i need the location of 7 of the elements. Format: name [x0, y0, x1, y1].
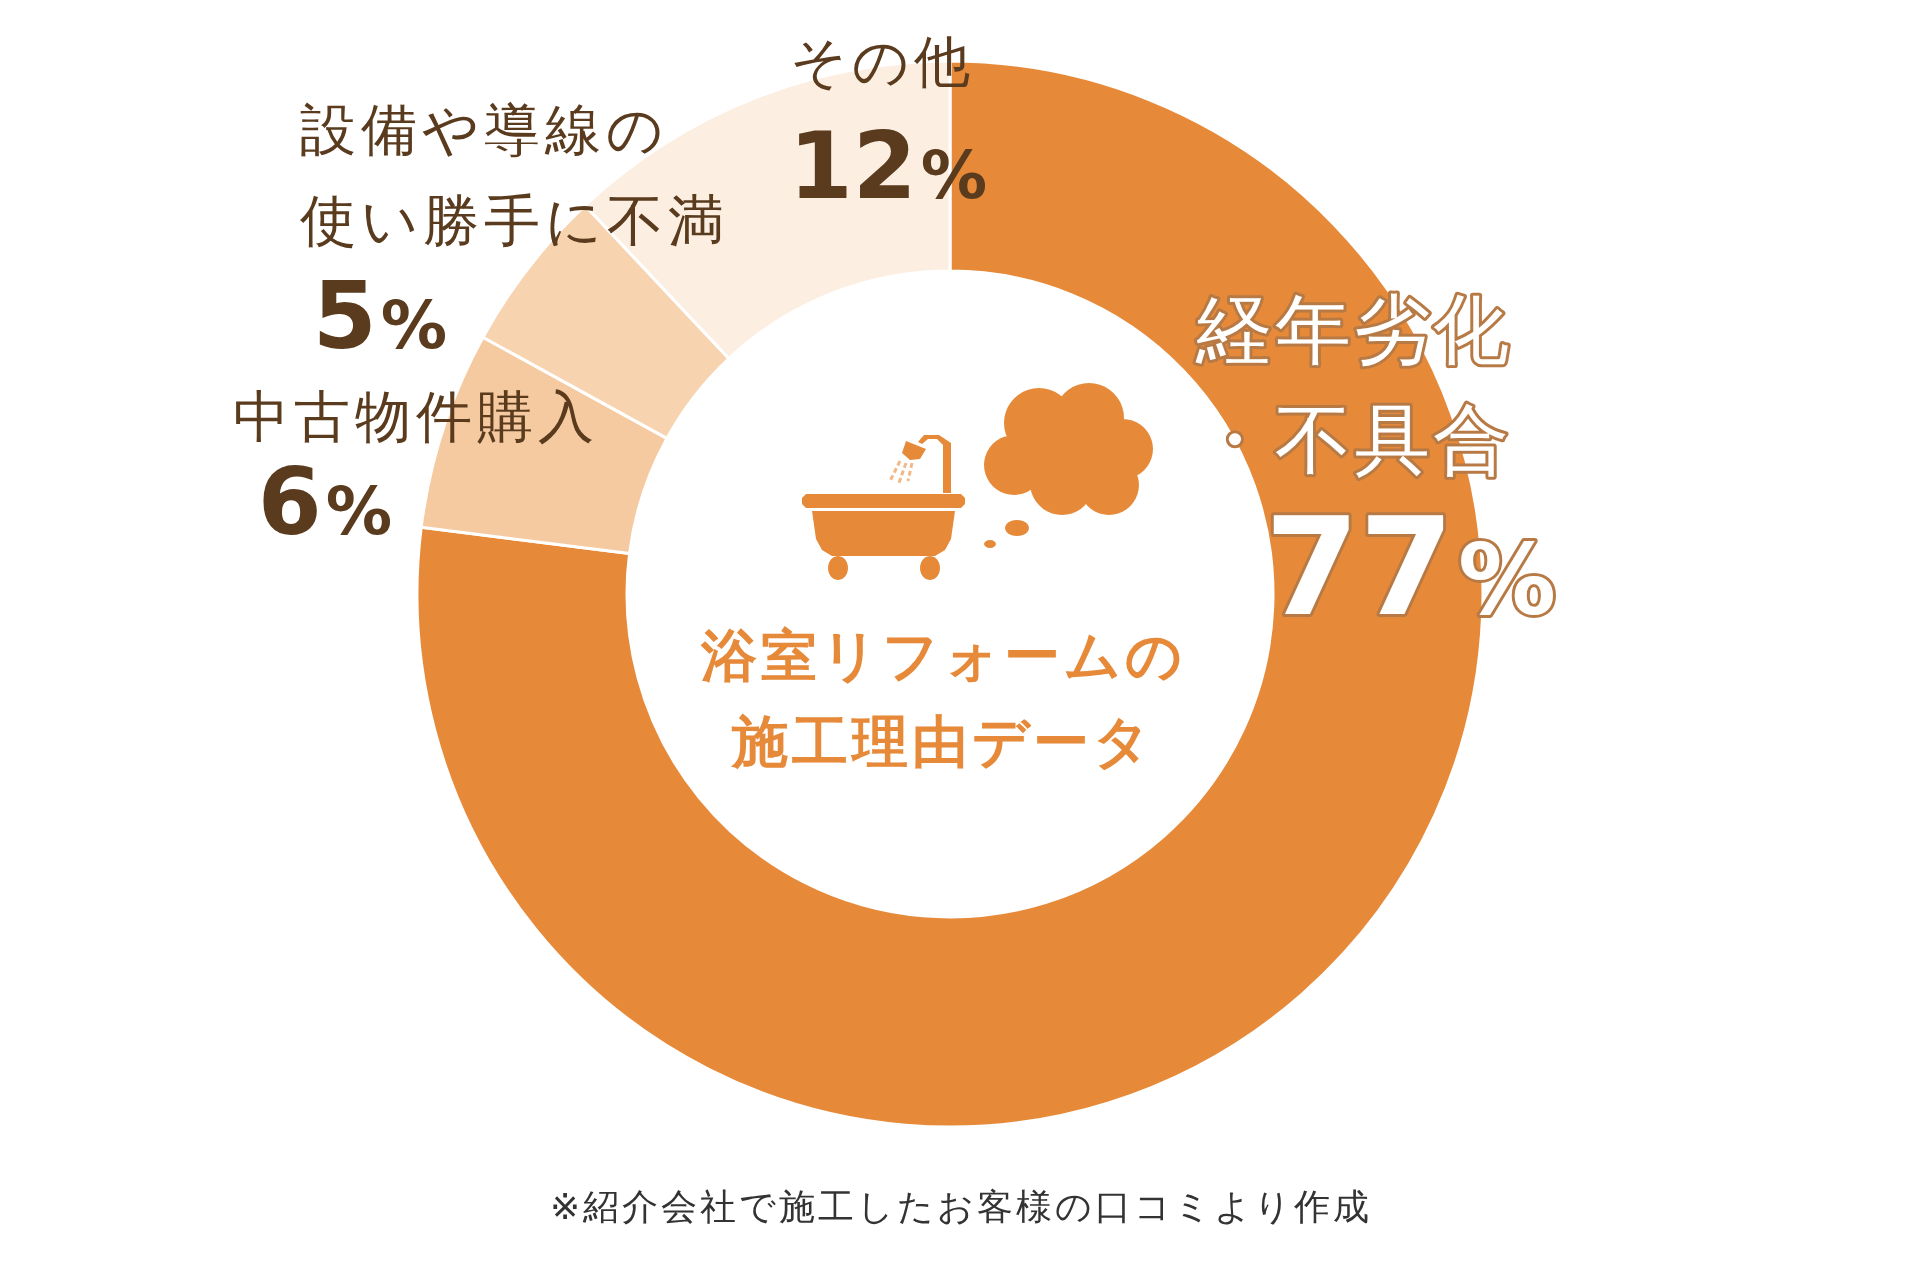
slice-label: 中古物件購入 — [233, 384, 599, 449]
data-label: 6% — [257, 449, 393, 556]
data-label: 5% — [312, 263, 448, 370]
slice-label: 設備や導線の使い勝手に不満 — [300, 97, 729, 253]
text: ※紹介会社で施工したお客様の口コミより作成 — [549, 1186, 1373, 1227]
text: 浴室リフォームの施工理由データ — [699, 623, 1186, 774]
slice-label: その他 — [789, 29, 975, 94]
